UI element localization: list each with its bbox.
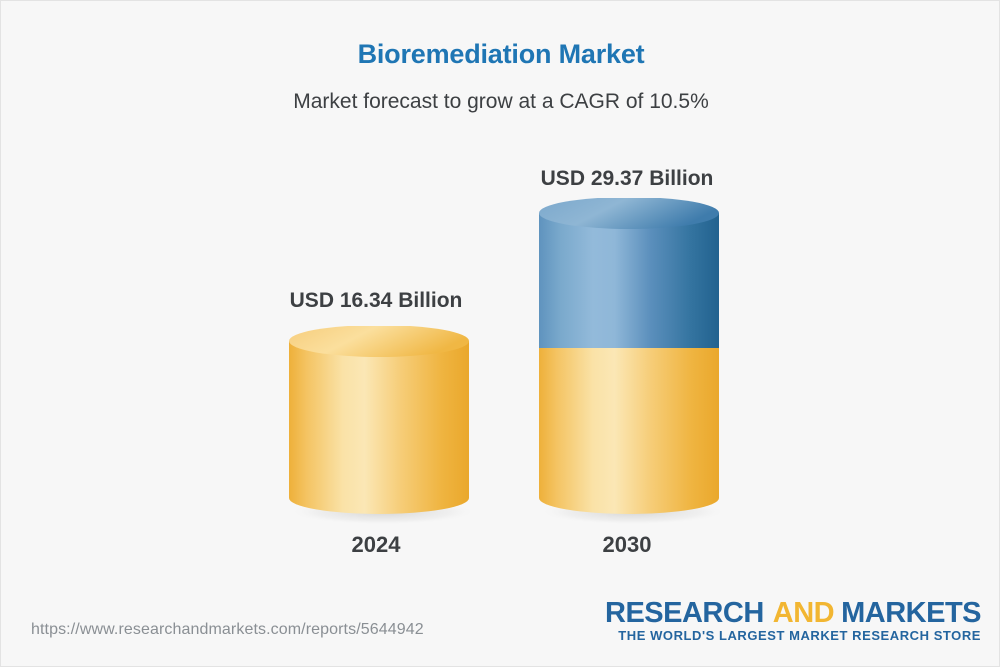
category-label-2024: 2024 — [351, 532, 401, 557]
cylinder-segment-base-2030 — [539, 348, 719, 514]
brand-word-research: RESEARCH — [605, 597, 764, 629]
brand-word-markets: MARKETS — [841, 597, 981, 629]
source-url[interactable]: https://www.researchandmarkets.com/repor… — [31, 621, 424, 638]
value-label-2024: USD 16.34 Billion — [289, 289, 463, 312]
bar-cylinder-2030 — [537, 198, 725, 525]
page-title: Bioremediation Market — [357, 39, 645, 69]
brand-word-and: AND — [772, 597, 835, 629]
category-label-2030: 2030 — [602, 532, 652, 557]
value-label-2030: USD 29.37 Billion — [540, 167, 714, 190]
cylinder-segment-growth-2030 — [539, 213, 719, 348]
cylinder-body-2024 — [289, 341, 469, 514]
brand-tagline: THE WORLD'S LARGEST MARKET RESEARCH STOR… — [618, 628, 981, 644]
cylinder-top-2024 — [289, 326, 469, 357]
brand-logo: RESEARCH AND MARKETS THE WORLD'S LARGEST M… — [605, 598, 981, 645]
bar-cylinder-2024 — [287, 326, 475, 525]
brand-wordmark: RESEARCH AND MARKETS — [605, 598, 981, 628]
cylinder-top-2030 — [539, 198, 719, 229]
chart-subtitle: Market forecast to grow at a CAGR of 10.… — [293, 90, 709, 113]
